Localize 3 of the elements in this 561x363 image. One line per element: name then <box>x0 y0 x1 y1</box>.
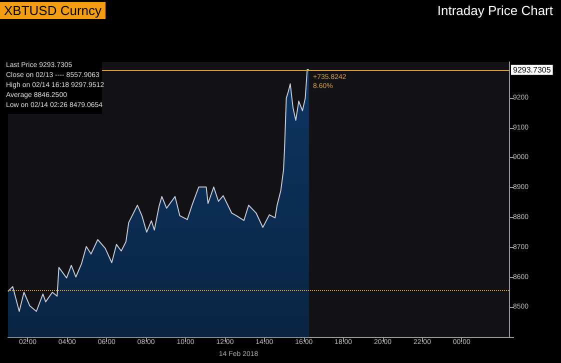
chart-title: XBTUSD Curncy <box>4 3 102 18</box>
ref-line-label: 9293.7305 <box>513 65 552 74</box>
chart-subtitle: Intraday Price Chart <box>437 3 554 18</box>
